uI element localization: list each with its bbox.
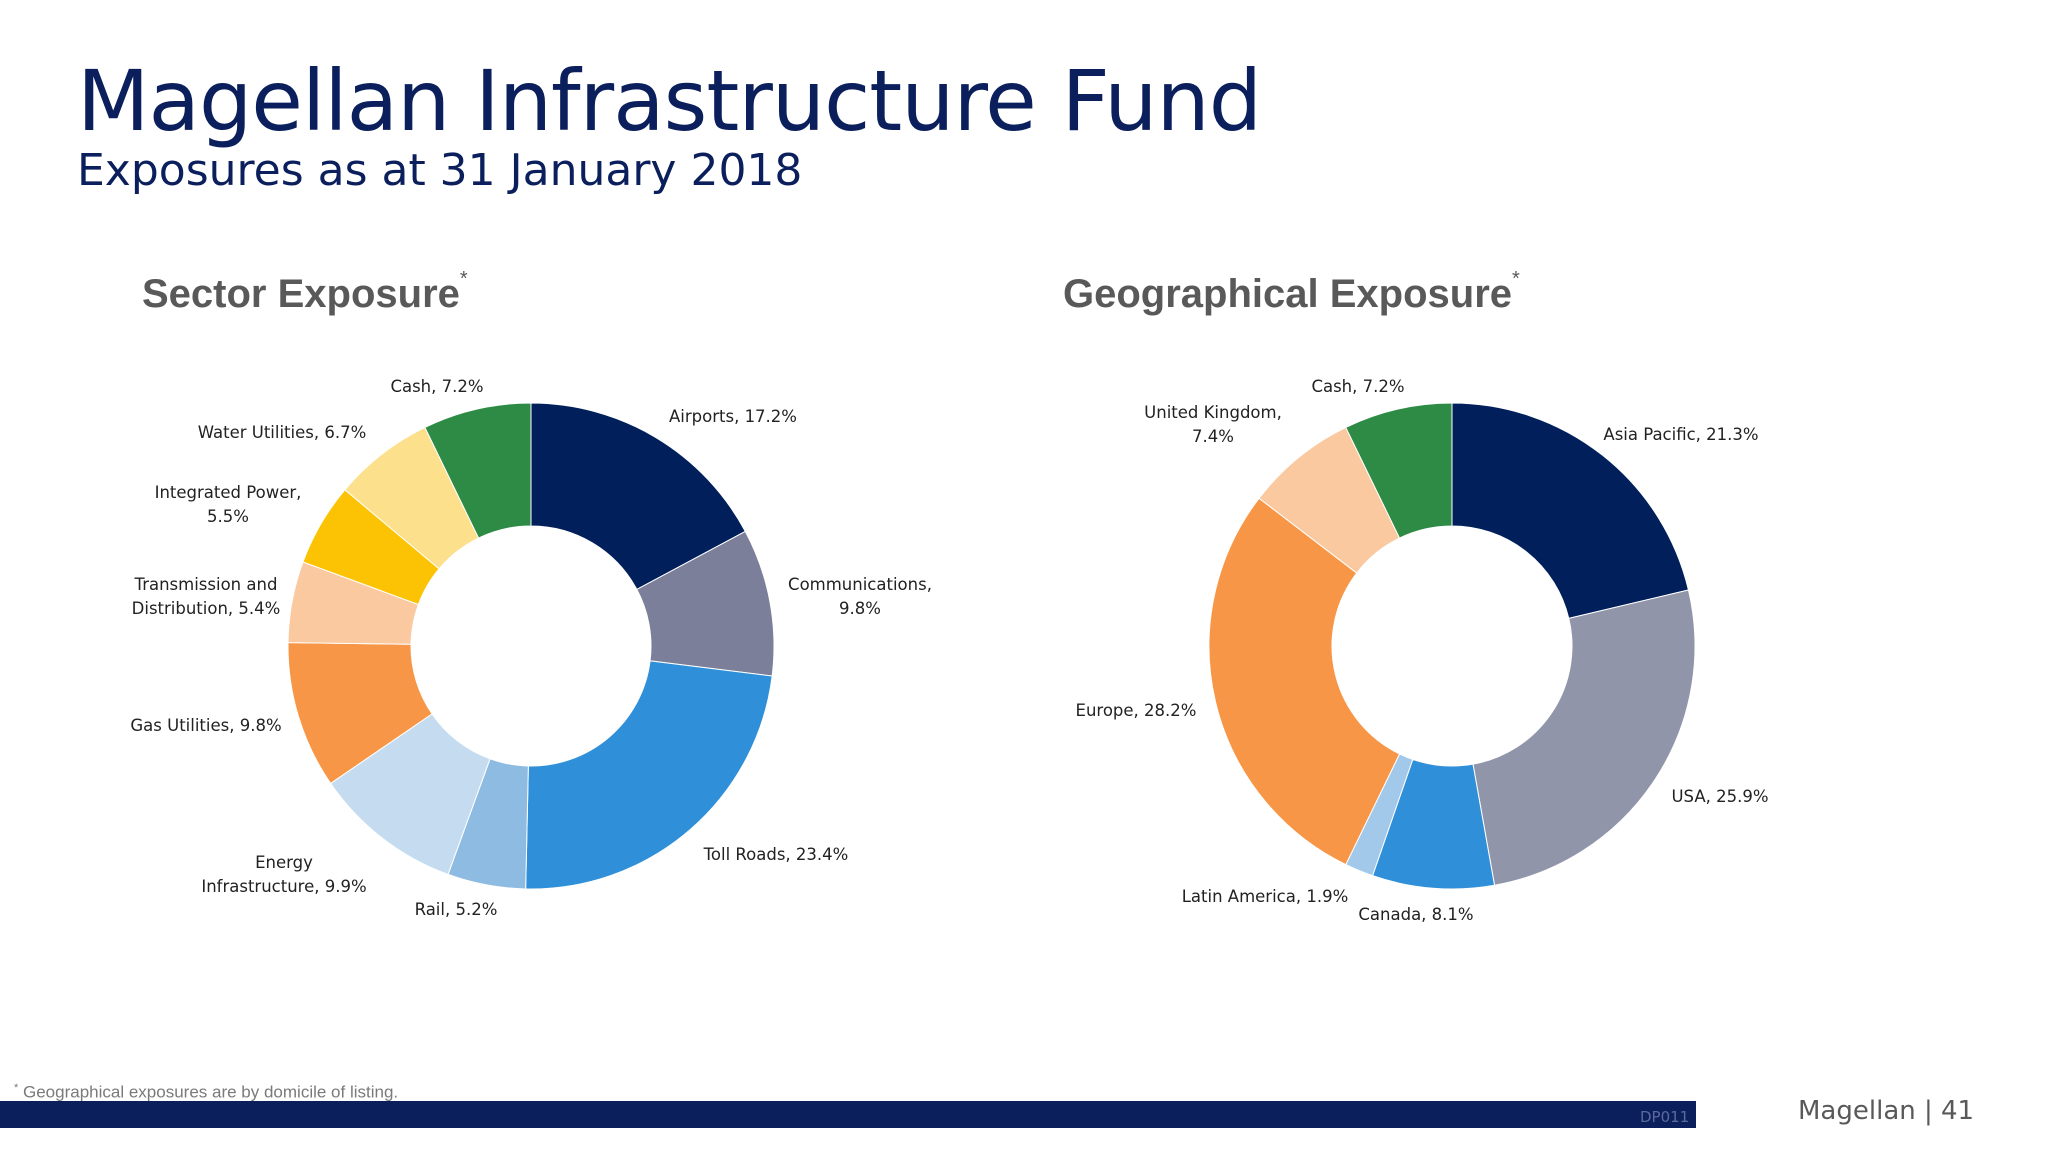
sector-slice-airports: [530, 402, 746, 591]
sector-label-toll-roads: Toll Roads, 23.4%: [703, 845, 849, 864]
page-title: Magellan Infrastructure Fund: [77, 52, 1262, 150]
sector-label-gas-utilities: Gas Utilities, 9.8%: [130, 716, 281, 735]
footer-bar: [0, 1101, 1696, 1128]
geo-label-europe: Europe, 28.2%: [1076, 701, 1197, 720]
geo-chart-title: Geographical Exposure*: [1063, 268, 1520, 317]
geo-title-marker: *: [1512, 268, 1520, 290]
footnote: * Geographical exposures are by domicile…: [14, 1082, 398, 1103]
sector-label-communications: Communications, 9.8%: [788, 575, 932, 618]
sector-label-water-utilities: Water Utilities, 6.7%: [198, 423, 367, 442]
geo-label-cash: Cash, 7.2%: [1311, 377, 1404, 396]
footer-page-number: Magellan | 41: [1798, 1096, 1975, 1126]
geo-slice-usa: [1472, 589, 1696, 886]
sector-title-marker: *: [459, 268, 468, 290]
sector-donut-chart: Airports, 17.2% Communications, 9.8% Toll R…: [130, 377, 932, 919]
geo-label-latin-america: Latin America, 1.9%: [1182, 887, 1349, 906]
geo-label-united-kingdom: United Kingdom, 7.4%: [1144, 403, 1282, 446]
sector-slice-toll-roads: [525, 660, 773, 890]
sector-slice-cash: [424, 402, 532, 539]
footnote-marker: *: [14, 1082, 19, 1094]
geo-label-canada: Canada, 8.1%: [1358, 905, 1473, 924]
geo-chart-title-text: Geographical Exposure: [1063, 272, 1513, 316]
geo-donut-chart: Asia Pacific, 21.3% USA, 25.9% Canada, 8.1…: [1076, 377, 1769, 924]
sector-label-airports: Airports, 17.2%: [669, 407, 797, 426]
sector-label-rail: Rail, 5.2%: [415, 900, 498, 919]
geo-label-asia-pacific: Asia Pacific, 21.3%: [1603, 425, 1758, 444]
sector-label-energy-infrastructure: Energy Infrastructure, 9.9%: [201, 853, 366, 896]
page-subtitle: Exposures as at 31 January 2018: [77, 145, 803, 196]
geo-slice-asia-pacific: [1451, 402, 1690, 619]
geo-slice-europe: [1208, 497, 1401, 866]
sector-chart-title: Sector Exposure*: [142, 268, 468, 317]
footnote-text: Geographical exposures are by domicile o…: [18, 1082, 399, 1102]
geo-label-usa: USA, 25.9%: [1671, 787, 1768, 806]
sector-label-cash: Cash, 7.2%: [390, 377, 483, 396]
footer-code: DP011: [1640, 1108, 1690, 1126]
sector-chart-title-text: Sector Exposure: [142, 272, 460, 316]
sector-label-integrated-power: Integrated Power, 5.5%: [155, 483, 302, 526]
sector-label-transmission-and-distribution: Transmission and Distribution, 5.4%: [132, 575, 281, 618]
geo-slice-cash: [1345, 402, 1453, 539]
